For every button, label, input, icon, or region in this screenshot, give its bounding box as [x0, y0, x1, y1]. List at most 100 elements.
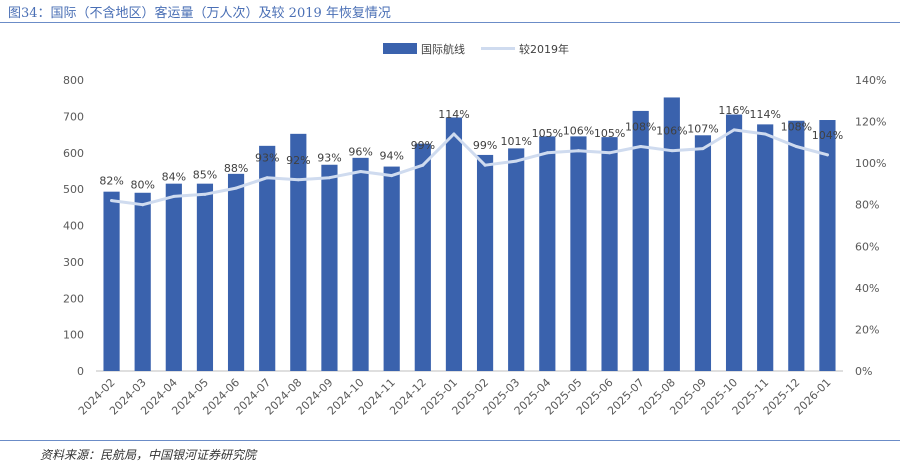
- y-left-tick-label: 200: [63, 292, 84, 305]
- bar: [227, 173, 245, 371]
- data-label: 96%: [348, 145, 372, 158]
- bar: [601, 137, 618, 371]
- line-point: [172, 194, 176, 198]
- data-label: 80%: [130, 179, 154, 192]
- data-label: 106%: [563, 125, 594, 138]
- bar: [445, 117, 463, 371]
- line-point: [514, 159, 518, 163]
- line-point: [265, 176, 269, 180]
- line-point: [794, 145, 798, 149]
- line-point: [234, 186, 238, 190]
- line-point: [825, 153, 829, 157]
- line-point: [763, 132, 767, 136]
- bar: [414, 143, 431, 371]
- data-label: 114%: [438, 108, 469, 121]
- line-point: [452, 132, 456, 136]
- y-right-tick-label: 60%: [855, 240, 879, 253]
- chart: 国际航线 较2019年 0 100 200 300 400 500 600 700 800 0% 20…: [63, 42, 886, 418]
- y-right-tick-label: 120%: [855, 116, 886, 129]
- line-point: [327, 176, 331, 180]
- bar: [259, 145, 276, 371]
- data-label: 108%: [625, 121, 656, 134]
- bar: [134, 192, 151, 371]
- y-left-tick-label: 800: [63, 74, 84, 87]
- legend-label-bar: 国际航线: [421, 42, 465, 56]
- data-label: 99%: [411, 139, 435, 152]
- legend: 国际航线 较2019年: [383, 42, 569, 56]
- bar: [694, 135, 712, 371]
- y-left-tick-label: 500: [63, 183, 84, 196]
- data-label: 108%: [781, 121, 812, 134]
- bar: [663, 97, 680, 372]
- y-right-tick-label: 80%: [855, 199, 879, 212]
- legend-swatch-bar: [383, 43, 417, 54]
- data-label: 101%: [500, 135, 531, 148]
- y-right-tick-label: 140%: [855, 74, 886, 87]
- line-point: [576, 149, 580, 153]
- data-label: 107%: [687, 123, 718, 136]
- bar: [788, 120, 805, 372]
- bar: [383, 166, 400, 371]
- bar: [165, 183, 182, 371]
- y-left-tick-label: 700: [63, 110, 84, 123]
- y-left-tick-label: 300: [63, 256, 84, 269]
- line-point: [701, 147, 705, 151]
- bar: [476, 154, 494, 371]
- data-label: 114%: [749, 108, 780, 121]
- data-label: 93%: [317, 152, 341, 165]
- line-point: [390, 174, 394, 178]
- bar: [632, 110, 649, 371]
- line-point: [359, 169, 363, 173]
- data-label: 94%: [379, 150, 403, 163]
- bar: [725, 114, 743, 372]
- y-right-tick-label: 20%: [855, 323, 879, 336]
- title-rule: [0, 22, 900, 23]
- data-label: 105%: [594, 127, 625, 140]
- data-label: 85%: [193, 168, 217, 181]
- bar-series: [103, 97, 836, 372]
- bar: [539, 136, 556, 371]
- line-point: [608, 151, 612, 155]
- data-label: 82%: [99, 175, 123, 188]
- y-left-tick-label: 100: [63, 329, 84, 342]
- data-label: 105%: [532, 127, 563, 140]
- data-label: 99%: [473, 139, 497, 152]
- line-point: [483, 163, 487, 167]
- line-point: [732, 128, 736, 132]
- legend-label-line: 较2019年: [519, 42, 569, 56]
- line-point: [296, 178, 300, 182]
- data-label: 116%: [718, 104, 749, 117]
- data-label: 88%: [224, 162, 248, 175]
- bar: [819, 120, 836, 371]
- data-label: 104%: [812, 129, 843, 142]
- line-point: [639, 145, 643, 149]
- y-right-tick-label: 40%: [855, 282, 879, 295]
- data-labels: 82% 80% 84% 85% 88% 93% 92% 93% 96% 94% 99% 114% 99%…: [99, 104, 843, 192]
- y-left-tick-label: 0: [77, 365, 84, 378]
- line-point: [545, 151, 549, 155]
- y-right-tick-label: 0%: [855, 365, 872, 378]
- bar: [757, 124, 774, 371]
- line-point: [203, 192, 207, 196]
- line-point: [110, 199, 114, 203]
- y-left-tick-label: 400: [63, 220, 84, 233]
- bar: [103, 191, 120, 371]
- data-label: 92%: [286, 154, 310, 167]
- bar: [508, 148, 525, 371]
- data-label: 106%: [656, 125, 687, 138]
- bar: [352, 157, 369, 371]
- bar: [321, 164, 338, 371]
- source-note: 资料来源：民航局，中国银河证券研究院: [40, 448, 257, 462]
- data-label: 84%: [162, 170, 186, 183]
- data-label: 93%: [255, 152, 279, 165]
- y-right-tick-label: 100%: [855, 157, 886, 170]
- line-point: [670, 149, 674, 153]
- line-series: [110, 128, 829, 207]
- figure-title: 图34：国际（不含地区）客运量（万人次）及较 2019 年恢复情况: [8, 6, 391, 21]
- source-rule: [0, 440, 900, 441]
- y-left-tick-label: 600: [63, 147, 84, 160]
- line-point: [141, 203, 145, 207]
- bar: [570, 136, 587, 371]
- bar: [196, 183, 214, 371]
- line-point: [421, 163, 425, 167]
